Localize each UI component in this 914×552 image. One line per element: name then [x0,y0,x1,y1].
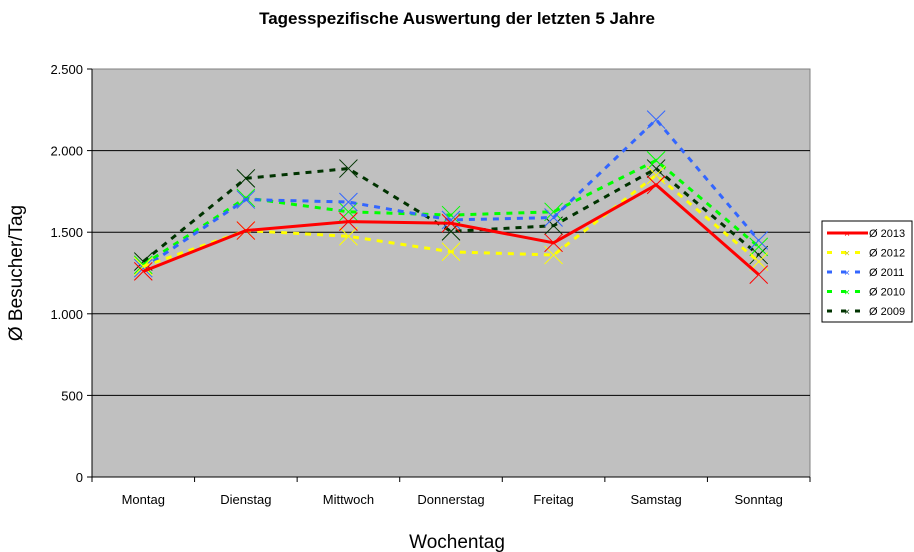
legend-label: Ø 2010 [869,287,905,299]
data-point-marker [646,165,666,185]
legend-label: Ø 2009 [869,306,905,318]
legend-entry: × Ø 2013 [827,228,905,240]
data-point-marker [646,151,666,170]
legend-marker-icon: × [844,268,850,279]
data-point-marker [236,190,256,209]
y-tick-label: 2.500 [50,62,83,77]
legend-marker-icon: × [844,288,850,299]
plot-area [91,68,811,478]
data-point-marker [749,265,769,284]
data-point-marker [646,159,666,178]
legend-entry: × Ø 2009 [827,306,905,318]
legend-marker-icon: × [844,307,850,318]
data-point-marker [646,175,666,195]
data-point-marker [236,221,256,240]
data-point-marker [339,226,358,246]
y-tick-label: 500 [61,388,83,403]
chart-title: Tagesspezifische Auswertung der letzten … [259,9,655,28]
x-tick-label: Sonntag [734,492,782,507]
y-tick-label: 0 [76,470,83,485]
data-point-marker [236,168,256,188]
data-point-marker [544,202,563,222]
data-point-marker [133,257,153,276]
data-point-marker [544,233,563,253]
y-axis-label: Ø Besucher/Tag [6,205,27,341]
x-axis-label: Wochentag [409,532,505,552]
data-point-marker [544,216,563,236]
data-point-marker [339,212,358,231]
y-tick-label: 2.000 [50,144,83,159]
data-point-marker [749,237,769,257]
x-tick-label: Freitag [533,492,573,507]
data-point-marker [133,255,153,275]
data-point-marker [133,258,153,278]
legend-entry: × Ø 2011 [827,267,904,279]
data-point-marker [441,210,461,230]
x-tick-label: Mittwoch [323,492,374,507]
legend-entry: × Ø 2010 [827,287,905,299]
data-point-marker [236,188,256,208]
data-point-marker [646,110,666,129]
legend-marker-icon: × [844,229,850,240]
data-point-marker [441,242,461,262]
legend-label: Ø 2013 [869,228,905,240]
x-tick-label: Samstag [630,492,681,507]
legend-label: Ø 2011 [869,267,904,279]
data-point-marker [133,262,153,281]
legend [821,220,913,323]
data-point-marker [441,213,461,233]
legend-marker-icon: × [844,249,850,260]
data-point-marker [749,231,769,250]
x-tick-label: Donnerstag [417,492,484,507]
legend-entry: × Ø 2012 [827,248,905,260]
y-tick-label: 1.000 [50,307,83,322]
y-tick-label: 1.500 [50,225,83,240]
data-point-marker [339,159,358,178]
x-tick-label: Montag [122,492,165,507]
legend-label: Ø 2012 [869,248,905,260]
x-tick-label: Dienstag [220,492,271,507]
data-point-marker [339,192,358,212]
data-point-marker [749,245,769,265]
data-point-marker [544,208,563,227]
data-point-marker [339,202,358,222]
